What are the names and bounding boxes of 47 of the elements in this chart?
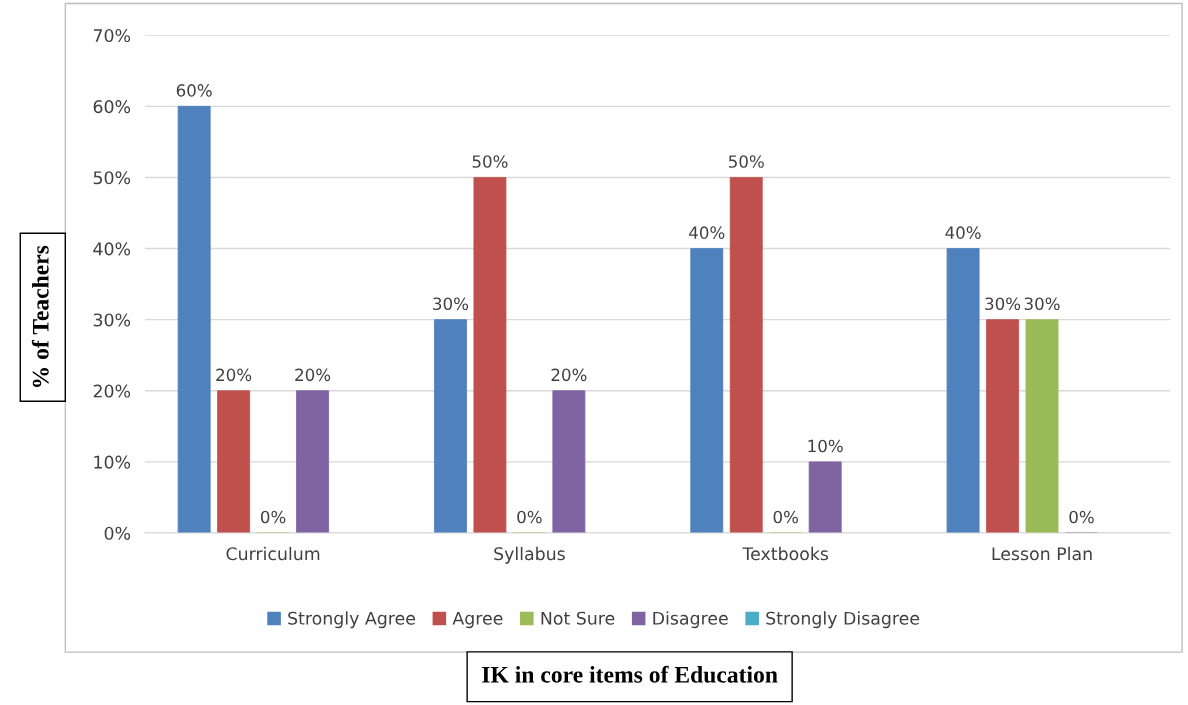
bar [473,177,507,533]
bar [690,248,724,533]
data-label: 20% [551,368,587,382]
y-tick-label: 10% [94,455,131,469]
legend-label: Strongly Disagree [766,611,920,629]
data-label: 0% [773,510,799,524]
y-tick-label: 40% [93,242,131,256]
data-label: 30% [433,297,469,311]
x-tick-label: Textbooks [742,546,829,561]
y-tick-label: 0% [104,526,131,540]
bar [434,319,467,533]
data-label: 50% [729,155,764,168]
data-label: 10% [808,439,843,453]
bar [808,461,842,533]
data-label: 60% [176,84,212,97]
legend-label: Agree [452,611,503,629]
bar [1025,319,1059,533]
data-label: 20% [295,368,331,382]
bar [986,319,1019,533]
bar [296,390,329,533]
x-axis-title: IK in core items of Education [482,665,778,683]
y-tick-label: 30% [93,313,131,327]
x-tick-label: Curriculum [226,546,320,561]
data-label: 50% [472,155,508,168]
legend-label: Strongly Agree [288,611,415,629]
legend-label: Not Sure [541,611,615,625]
data-label: 0% [1069,510,1094,524]
bar [552,390,586,533]
x-tick-label: Syllabus [494,546,565,564]
bar [217,390,251,533]
legend-label: Disagree [653,611,728,629]
bar [729,177,763,533]
bar [177,105,211,533]
y-axis-title: % of Teachers [31,245,49,387]
y-tick-label: 50% [93,171,131,185]
data-label: 30% [1024,297,1060,311]
y-tick-label: 60% [93,100,131,114]
data-label: 0% [517,510,542,524]
data-label: 40% [945,226,981,239]
y-tick-label: 70% [93,28,131,43]
bar [946,248,980,533]
data-label: 40% [689,226,725,239]
x-tick-label: Lesson Plan [992,546,1092,561]
y-tick-label: 20% [93,384,131,398]
data-label: 30% [985,297,1021,311]
data-label: 0% [260,510,286,524]
data-label: 20% [216,368,252,382]
